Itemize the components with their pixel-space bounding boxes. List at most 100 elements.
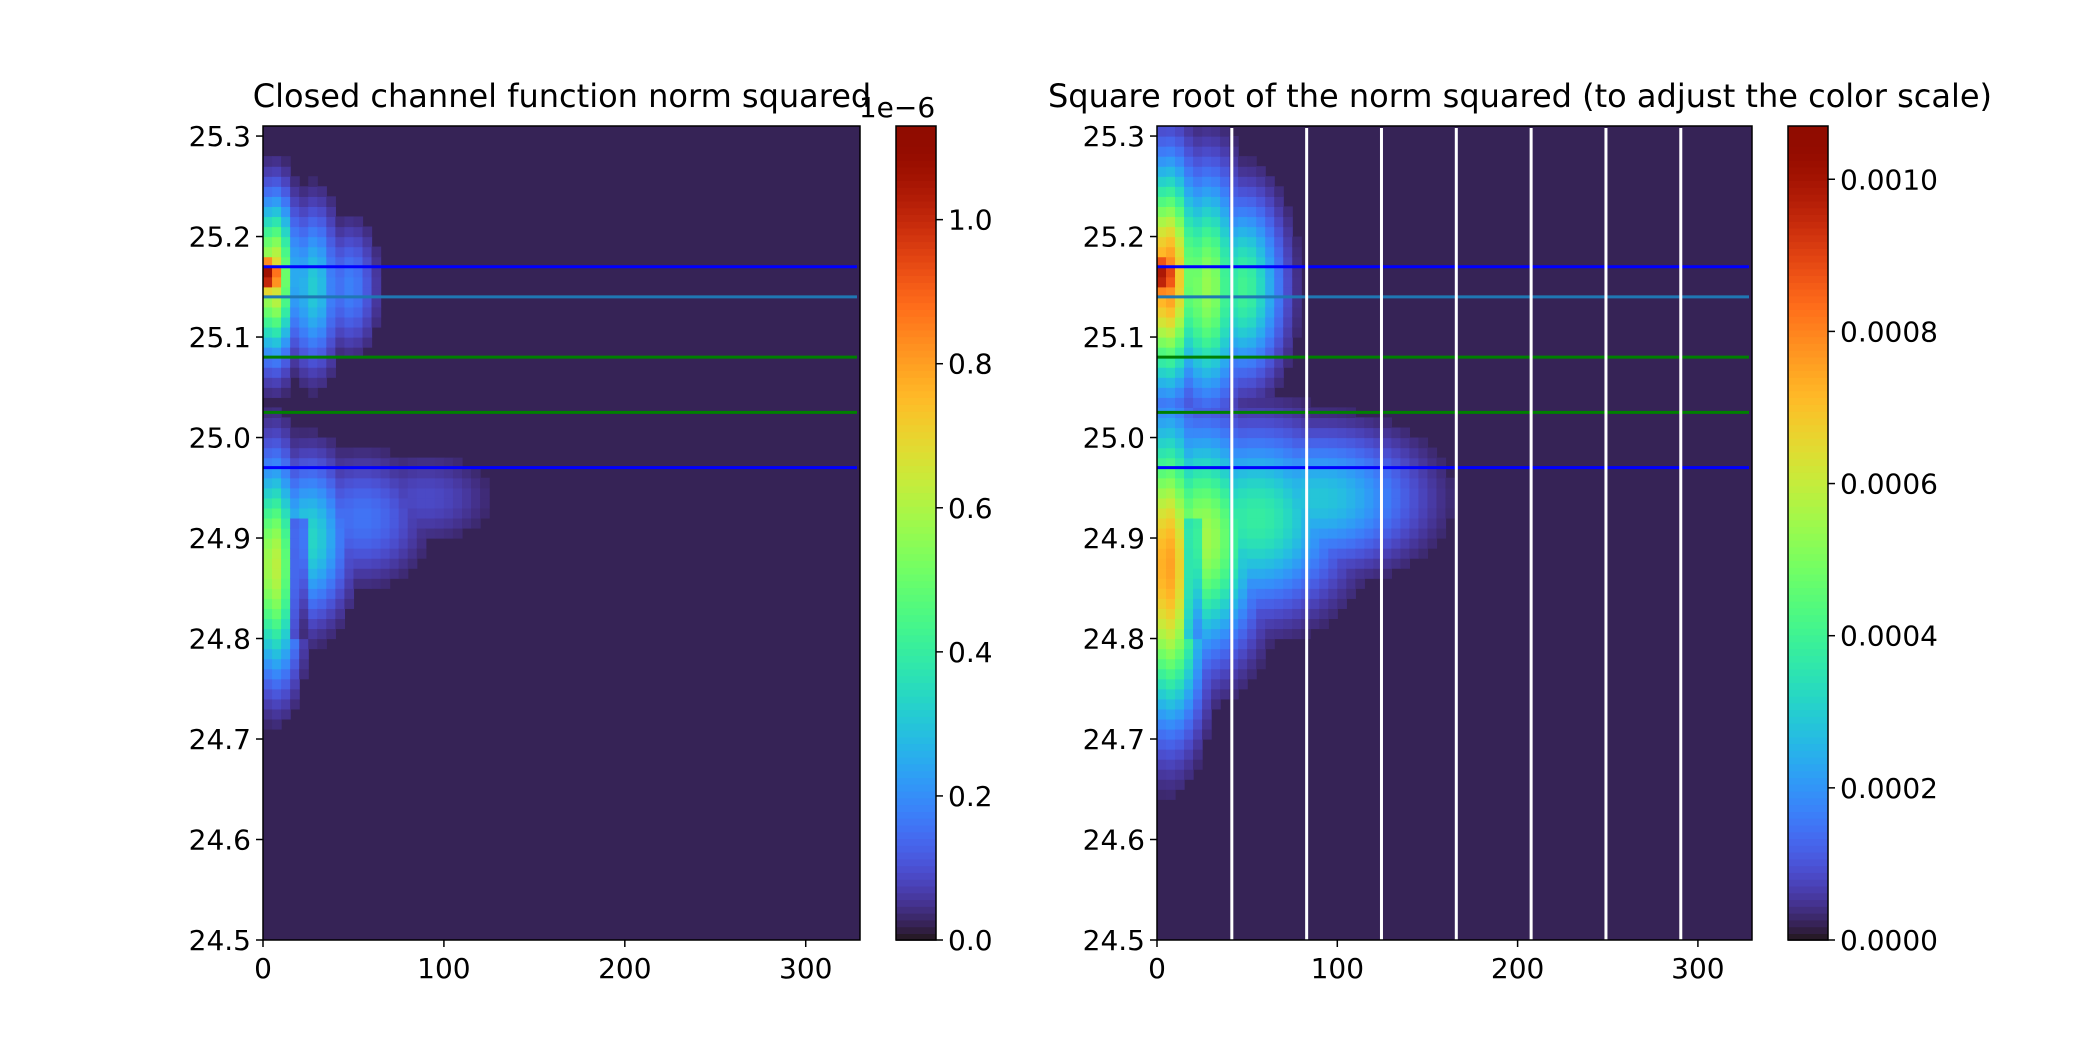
heatmap-cell [299, 658, 309, 670]
colorbar-segment [896, 146, 936, 154]
heatmap-cell [462, 507, 472, 519]
heatmap-cell [1436, 497, 1447, 509]
heatmap-cell [1229, 387, 1239, 398]
heatmap-cell [1364, 417, 1374, 429]
heatmap-cell [1202, 568, 1212, 579]
heatmap-cell [335, 578, 346, 589]
heatmap-cell [326, 357, 336, 368]
heatmap-cell [1265, 316, 1275, 328]
heatmap-cell [1364, 477, 1374, 489]
colorbar-segment [896, 689, 936, 697]
heatmap-cell [434, 507, 445, 519]
heatmap-cell [1256, 206, 1266, 218]
heatmap-cell [1166, 276, 1176, 288]
heatmap-cell [1175, 236, 1185, 248]
heatmap-cell [1202, 477, 1212, 489]
heatmap-cell [335, 598, 346, 609]
x-tick-label: 100 [417, 952, 470, 985]
colorbar-segment [896, 709, 936, 717]
heatmap-cell [371, 457, 382, 469]
heatmap-cell [263, 256, 273, 268]
colorbar-segment [896, 634, 936, 643]
heatmap-cell [1184, 759, 1194, 770]
colorbar-segment [896, 817, 936, 826]
colorbar-segment [1788, 410, 1828, 419]
heatmap-cell [1193, 527, 1203, 539]
heatmap-cell [1193, 698, 1203, 710]
heatmap-cell [1283, 266, 1293, 278]
heatmap-cell [1256, 326, 1266, 338]
heatmap-cell [1202, 206, 1212, 218]
heatmap-cell [1202, 728, 1212, 740]
heatmap-cell [353, 507, 364, 519]
heatmap-cell [1283, 457, 1293, 469]
heatmap-cell [326, 337, 336, 348]
heatmap-cell [326, 507, 336, 519]
heatmap-cell [1391, 517, 1402, 529]
heatmap-cell [290, 437, 300, 449]
heatmap-cell [1418, 487, 1429, 499]
heatmap-cell [281, 296, 291, 308]
heatmap-cell [317, 548, 327, 559]
heatmap-cell [1382, 568, 1392, 579]
heatmap-cell [272, 186, 282, 197]
heatmap-cell [1220, 196, 1230, 207]
heatmap-cell [1274, 618, 1284, 630]
heatmap-cell [1319, 427, 1329, 439]
heatmap-cell [263, 166, 273, 177]
heatmap-cell [1193, 598, 1203, 609]
heatmap-cell [317, 337, 327, 348]
heatmap-cell [362, 568, 373, 579]
heatmap-cell [1328, 598, 1338, 609]
plot-frame [1156, 125, 1753, 941]
heatmap-cell [335, 457, 346, 469]
heatmap-cell [1238, 447, 1248, 459]
heatmap-cell [326, 316, 336, 328]
heatmap-cell [281, 618, 291, 630]
heatmap-cell [1256, 608, 1266, 620]
heatmap-cell [263, 628, 273, 640]
colorbar-segment [1788, 770, 1828, 778]
heatmap-cell [1418, 457, 1429, 469]
heatmap-cell [1184, 527, 1194, 539]
heatmap-cell [1229, 357, 1239, 368]
colorbar-segment [1788, 309, 1828, 317]
heatmap-cell [1166, 497, 1176, 509]
heatmap-cell [1265, 387, 1275, 398]
heatmap-cell [1247, 256, 1257, 268]
heatmap-cell [1211, 397, 1221, 408]
colorbar-segment [896, 736, 936, 745]
heatmap-cell [344, 296, 355, 308]
heatmap-cell [1247, 417, 1257, 429]
heatmap-cell [317, 588, 327, 599]
heatmap-cell [1175, 588, 1185, 599]
y-tick-label: 24.8 [1083, 623, 1145, 656]
heatmap-cell [1247, 377, 1257, 388]
heatmap-cell [1283, 437, 1293, 449]
heatmap-cell [272, 276, 282, 288]
heatmap-cell [1238, 186, 1248, 197]
heatmap-cell [308, 538, 318, 549]
heatmap-cell [1220, 628, 1230, 640]
heatmap-cell [1373, 467, 1383, 479]
colorbar-segment [1788, 193, 1828, 202]
heatmap-cell [299, 286, 309, 298]
heatmap-cell [1355, 517, 1365, 529]
heatmap-cell [1238, 397, 1248, 408]
colorbar-tick-label: 0.8 [948, 348, 993, 381]
heatmap-cell [1175, 266, 1185, 278]
heatmap-cell [1238, 316, 1248, 328]
heatmap-cell [1400, 558, 1411, 569]
heatmap-cell [1157, 377, 1167, 388]
heatmap-cell [1247, 367, 1257, 378]
colorbar-segment [1788, 865, 1828, 873]
heatmap-cell [299, 578, 309, 589]
heatmap-cell [380, 497, 391, 509]
heatmap-cell [344, 226, 355, 238]
heatmap-cell [1211, 216, 1221, 228]
heatmap-cell [272, 548, 282, 559]
heatmap-cell [1202, 628, 1212, 640]
heatmap-cell [1193, 497, 1203, 509]
colorbar-segment [1788, 187, 1828, 195]
heatmap-cell [1427, 527, 1438, 539]
